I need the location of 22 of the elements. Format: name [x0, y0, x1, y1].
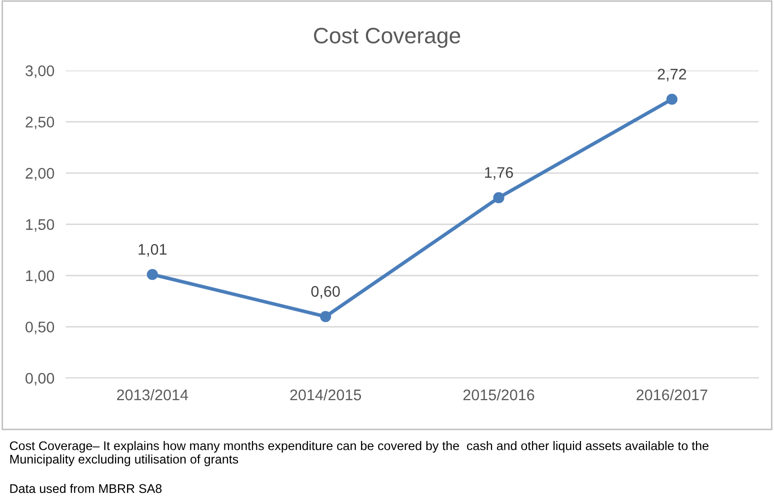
- x-tick-label: 2016/2017: [636, 389, 708, 400]
- y-tick-label: 3,00: [26, 65, 54, 78]
- point: [320, 310, 332, 322]
- text: Cost Coverage– It explains how many months expenditure can be covered by the cash and other liquid assets available to the Municipality excluding utilisation of grants: [10, 441, 708, 466]
- y-tick-label: 0,00: [26, 372, 54, 386]
- y-tick-label: 2,50: [26, 116, 54, 130]
- y-tick-label: 1,00: [26, 270, 54, 284]
- data-label: 0,60: [311, 286, 340, 299]
- x-tick-label: 2013/2014: [117, 389, 188, 400]
- data-label: 1,01: [138, 244, 167, 257]
- chart-title: Cost Coverage: [314, 28, 460, 48]
- text: Data used from MBRR SA8: [10, 484, 162, 494]
- x-tick-label: 2015/2016: [463, 389, 534, 400]
- data-label: 1,76: [485, 167, 513, 180]
- y-tick-label: 2,00: [26, 168, 54, 181]
- x-tick-label: 2014/2015: [290, 389, 362, 400]
- point: [493, 192, 504, 204]
- y-tick-label: 1,50: [26, 219, 54, 232]
- data-label: 2,72: [658, 68, 686, 82]
- point: [666, 94, 678, 105]
- point: [146, 268, 158, 280]
- y-tick-label: 0,50: [26, 322, 54, 334]
